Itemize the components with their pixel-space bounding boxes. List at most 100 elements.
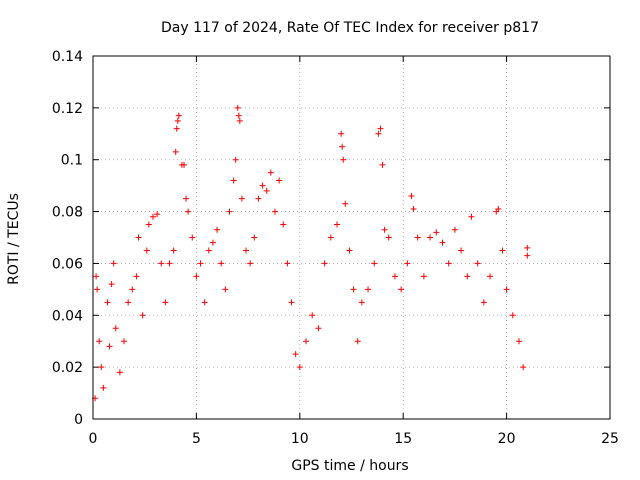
data-point <box>143 247 150 254</box>
y-tick-label: 0.14 <box>52 49 83 65</box>
data-point <box>445 260 452 267</box>
data-point <box>197 260 204 267</box>
data-point <box>410 205 417 212</box>
data-point <box>106 343 113 350</box>
data-point <box>377 125 384 132</box>
data-point <box>480 299 487 306</box>
data-point <box>495 205 502 212</box>
data-point <box>201 299 208 306</box>
data-point <box>205 247 212 254</box>
data-point <box>487 273 494 280</box>
data-point <box>247 260 254 267</box>
data-point <box>385 234 392 241</box>
data-point <box>232 156 239 163</box>
data-point <box>180 161 187 168</box>
data-point <box>340 156 347 163</box>
data-point <box>145 221 152 228</box>
data-point <box>259 182 266 189</box>
data-point <box>251 234 258 241</box>
data-point <box>185 208 192 215</box>
data-point <box>346 247 353 254</box>
data-point <box>125 299 132 306</box>
data-points <box>92 104 531 402</box>
data-point <box>474 260 481 267</box>
y-axis-label: ROTI / TECUs <box>6 193 22 285</box>
data-point <box>321 260 328 267</box>
x-tick-label: 20 <box>498 431 516 447</box>
data-point <box>133 273 140 280</box>
data-point <box>404 260 411 267</box>
data-point <box>516 338 523 345</box>
data-point <box>342 200 349 207</box>
x-tick-label: 5 <box>192 431 201 447</box>
x-tick-label: 0 <box>89 431 98 447</box>
x-tick-label: 15 <box>394 431 412 447</box>
data-point <box>379 161 386 168</box>
data-point <box>174 117 181 124</box>
data-point <box>458 247 465 254</box>
data-point <box>183 195 190 202</box>
data-point <box>339 143 346 150</box>
data-point <box>226 208 233 215</box>
data-point <box>218 260 225 267</box>
y-tick-label: 0.1 <box>61 153 83 169</box>
data-point <box>398 286 405 293</box>
data-point <box>129 286 136 293</box>
data-point <box>350 286 357 293</box>
data-point <box>234 104 241 111</box>
data-point <box>267 169 274 176</box>
data-point <box>104 299 111 306</box>
data-point <box>235 112 242 119</box>
data-point <box>170 247 177 254</box>
data-point <box>112 325 119 332</box>
data-point <box>315 325 322 332</box>
data-point <box>524 244 531 251</box>
x-tick-label: 25 <box>601 431 619 447</box>
data-point <box>108 281 115 288</box>
data-point <box>166 260 173 267</box>
data-point <box>524 252 531 259</box>
data-point <box>175 112 182 119</box>
data-point <box>214 226 221 233</box>
data-point <box>255 195 262 202</box>
data-point <box>509 312 516 319</box>
data-point <box>98 364 105 371</box>
data-point <box>334 221 341 228</box>
data-point <box>371 260 378 267</box>
y-tick-label: 0.04 <box>52 308 83 324</box>
data-point <box>439 239 446 246</box>
x-tick-label: 10 <box>291 431 309 447</box>
data-point <box>309 312 316 319</box>
data-point <box>280 221 287 228</box>
y-tick-label: 0.08 <box>52 205 83 221</box>
data-point <box>193 273 200 280</box>
data-point <box>222 286 229 293</box>
data-point <box>354 338 361 345</box>
data-point <box>154 211 161 218</box>
data-point <box>468 213 475 220</box>
y-tick-label: 0.12 <box>52 101 83 117</box>
data-point <box>292 351 299 358</box>
data-point <box>238 195 245 202</box>
data-point <box>284 260 291 267</box>
data-point <box>327 234 334 241</box>
data-point <box>381 226 388 233</box>
data-point <box>149 213 156 220</box>
chart-title: Day 117 of 2024, Rate Of TEC Index for r… <box>161 20 539 36</box>
data-point <box>288 299 295 306</box>
data-point <box>296 364 303 371</box>
data-point <box>503 286 510 293</box>
data-point <box>520 364 527 371</box>
data-point <box>209 239 216 246</box>
data-point <box>451 226 458 233</box>
ticks: 0 5 10 15 20 25 0 0.02 0.04 0.06 0.08 0.1 0.12 0.14 <box>52 49 619 447</box>
data-point <box>158 260 165 267</box>
x-axis-label: GPS time / hours <box>291 458 408 474</box>
data-point <box>338 130 345 137</box>
data-point <box>358 299 365 306</box>
data-point <box>139 312 146 319</box>
data-point <box>189 234 196 241</box>
data-point <box>96 338 103 345</box>
y-tick-label: 0.06 <box>52 256 83 272</box>
data-point <box>433 229 440 236</box>
